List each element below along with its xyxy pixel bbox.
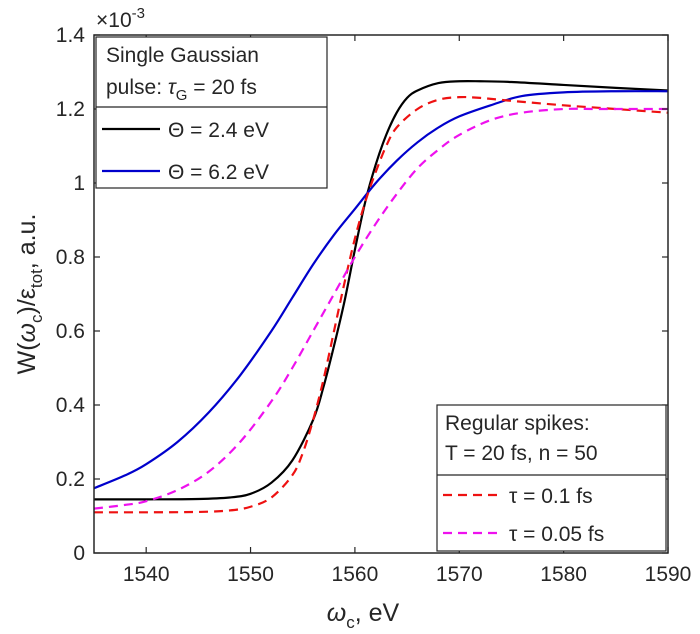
legend-title-line2: T = 20 fs, n = 50 <box>445 442 598 465</box>
legend-title-line1: Single Gaussian <box>106 44 259 67</box>
legend-label-tau-0-1: τ = 0.1 fs <box>509 485 593 508</box>
series-tau-0-1 <box>94 95 668 514</box>
y-tick-label: 0.4 <box>56 394 86 417</box>
y-tick-label: 1.2 <box>56 98 85 121</box>
series-layer <box>94 79 668 514</box>
y-tick-label: 0 <box>73 542 85 565</box>
axes-frame <box>93 34 669 554</box>
y-tick-label: 0.6 <box>56 320 85 343</box>
legend-regular-spikes: Regular spikes: T = 20 fs, n = 50 τ = 0.… <box>436 404 667 552</box>
x-tick-label: 1580 <box>540 563 587 586</box>
legend-title-line2: pulse: τG = 20 fs <box>106 76 257 104</box>
y-tick-label: 1 <box>73 172 85 195</box>
legend-title-line1: Regular spikes: <box>445 412 590 435</box>
x-tick-label: 1550 <box>227 563 274 586</box>
y-tick-label: 0.8 <box>56 246 85 269</box>
series-theta-6-2 <box>94 90 668 490</box>
y-tick-label: 0.2 <box>56 468 85 491</box>
legend-single-gaussian: Single Gaussian pulse: τG = 20 fs Θ = 2.… <box>95 36 328 189</box>
series-tau-0-05 <box>94 107 668 510</box>
legend-label-theta-6-2: Θ = 6.2 eV <box>168 161 269 184</box>
legend-label-theta-2-4: Θ = 2.4 eV <box>168 119 269 142</box>
ticks-layer: 1540 1550 1560 1570 1580 1590 0 0.2 0.4 0.6 0.8 1 1.… <box>56 24 692 586</box>
x-tick-label: 1570 <box>436 563 483 586</box>
x-axis-label: ωc, eV <box>327 599 400 632</box>
x-tick-label: 1540 <box>123 563 170 586</box>
y-tick-label: 1.4 <box>56 24 86 47</box>
x-tick-label: 1560 <box>332 563 379 586</box>
legend-box <box>95 36 328 189</box>
y-exponent-label: ×10-3 <box>96 5 145 32</box>
series-theta-2-4 <box>94 79 668 501</box>
legend-label-tau-0-05: τ = 0.05 fs <box>509 523 604 546</box>
y-axis-label: W(ωc)/εtot, a.u. <box>13 214 46 375</box>
x-tick-label: 1590 <box>645 563 692 586</box>
legend-box <box>436 404 667 552</box>
